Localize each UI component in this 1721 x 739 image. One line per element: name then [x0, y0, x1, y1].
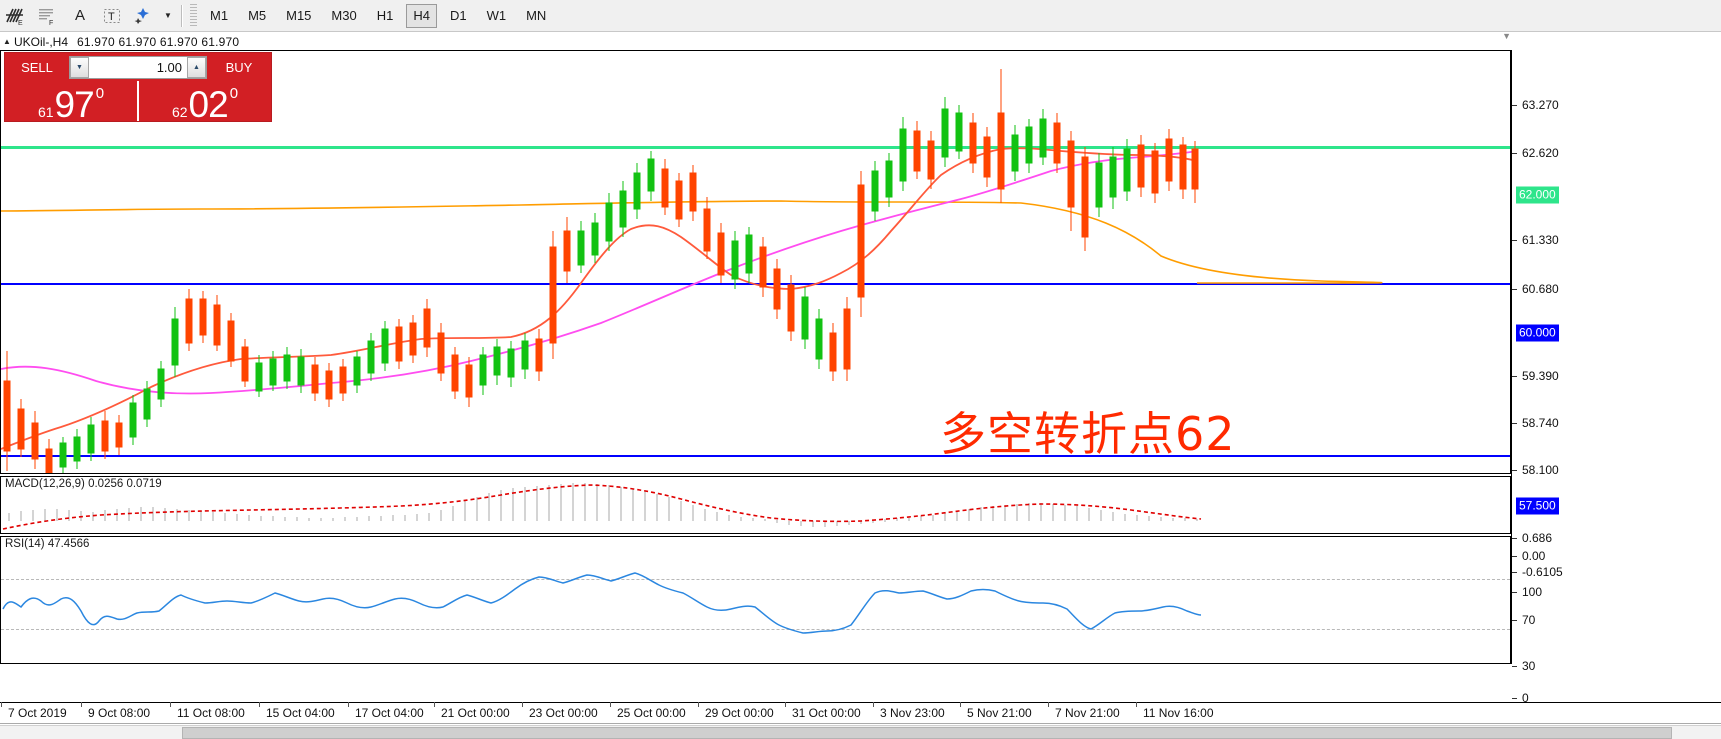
indicators-icon[interactable]: F [32, 1, 64, 31]
time-tick-0: 7 Oct 2019 [1, 702, 67, 720]
horizontal-scrollbar[interactable] [0, 725, 1721, 739]
rsi-level-30 [1, 629, 1510, 630]
macd-tick-zero: 0.00 [1512, 549, 1545, 563]
svg-text:F: F [49, 20, 53, 26]
expert-advisors-icon[interactable]: E [0, 1, 32, 31]
timeframe-w1[interactable]: W1 [486, 8, 507, 23]
buy-price-integer: 62 [171, 104, 188, 120]
rsi-tick-70: 70 [1512, 613, 1535, 627]
time-tick-1: 9 Oct 08:00 [80, 702, 151, 720]
time-tick-7: 25 Oct 00:00 [610, 702, 686, 720]
sell-price-display[interactable]: 61 97 0 [5, 81, 137, 121]
toolbar-separator [181, 4, 183, 27]
chart-area[interactable]: MACD(12,26,9) 0.0256 0.0719 [0, 50, 1721, 705]
price-scale[interactable]: 63.270 62.620 62.000 61.330 60.680 60.00… [1511, 50, 1721, 705]
timeframe-mn[interactable]: MN [526, 8, 547, 23]
price-tick-63270: 63.270 [1512, 98, 1559, 112]
price-tick-59390: 59.390 [1512, 369, 1559, 383]
time-tick-2: 11 Oct 08:00 [170, 702, 245, 720]
price-tick-61330: 61.330 [1512, 233, 1559, 247]
time-axis[interactable]: 7 Oct 2019 9 Oct 08:00 11 Oct 08:00 15 O… [0, 702, 1721, 724]
level-line-57-5 [1, 455, 1510, 457]
time-tick-12: 7 Nov 21:00 [1048, 702, 1120, 720]
timeframe-d1[interactable]: D1 [449, 8, 467, 23]
text-box-icon[interactable]: T [96, 1, 128, 31]
main-toolbar: E F A T ▼ [0, 0, 1721, 32]
sell-button[interactable]: SELL [8, 55, 66, 79]
chart-annotation-text: 多空转折点62 [940, 407, 1236, 461]
one-click-trading-panel[interactable]: SELL ▼ 1.00 ▲ BUY 61 97 0 62 02 0 [4, 52, 272, 122]
objects-icon[interactable] [128, 1, 160, 31]
timeframe-m30[interactable]: M30 [331, 8, 357, 23]
timeframe-m5[interactable]: M5 [248, 8, 267, 23]
scrollbar-thumb[interactable] [182, 727, 1672, 739]
rsi-tick-100: 100 [1512, 585, 1542, 599]
sell-price-main: 97 [54, 84, 95, 121]
price-tick-60680: 60.680 [1512, 282, 1559, 296]
trade-panel-header: SELL ▼ 1.00 ▲ BUY [5, 53, 271, 81]
price-tick-62620: 62.620 [1512, 146, 1559, 160]
time-tick-9: 31 Oct 00:00 [785, 702, 861, 720]
svg-text:T: T [108, 11, 115, 23]
rsi-level-70 [1, 579, 1510, 580]
ohlc-readout: 61.970 61.970 61.970 61.970 [77, 34, 240, 49]
timeframe-h1[interactable]: H1 [376, 8, 394, 23]
rsi-label: RSI(14) 47.4566 [5, 538, 90, 550]
price-tick-58740: 58.740 [1512, 416, 1559, 430]
time-tick-6: 23 Oct 00:00 [522, 702, 598, 720]
time-tick-3: 15 Oct 04:00 [259, 702, 335, 720]
symbol-name-label: UKOil-,H4 [14, 34, 69, 49]
sell-price-fraction: 0 [95, 85, 105, 102]
rsi-plot [2, 572, 1202, 634]
time-tick-8: 29 Oct 00:00 [698, 702, 774, 720]
price-candles-layer [1, 69, 1383, 473]
volume-increment-icon[interactable]: ▲ [187, 56, 206, 78]
buy-button[interactable]: BUY [210, 55, 268, 79]
svg-text:E: E [18, 20, 23, 26]
text-label-icon[interactable]: A [74, 7, 85, 24]
rsi-tick-30: 30 [1512, 659, 1535, 673]
timeframe-m1[interactable]: M1 [210, 8, 229, 23]
objects-dropdown-caret-icon[interactable]: ▼ [164, 11, 172, 20]
volume-input[interactable]: 1.00 [89, 56, 187, 78]
price-tick-60000-highlight: 60.000 [1512, 324, 1559, 342]
symbol-info-bar: ▲ UKOil-,H4 61.970 61.970 61.970 61.970 … [0, 31, 1721, 50]
time-tick-13: 11 Nov 16:00 [1136, 702, 1214, 720]
bid-level-line-62 [1, 146, 1510, 149]
price-tick-58100: 58.100 [1512, 463, 1559, 477]
macd-plot [2, 483, 1202, 530]
macd-tick-upper: 0.686 [1512, 531, 1552, 545]
volume-stepper[interactable]: ▼ 1.00 ▲ [69, 55, 207, 79]
volume-decrement-icon[interactable]: ▼ [70, 56, 89, 78]
time-tick-11: 5 Nov 21:00 [960, 702, 1032, 720]
collapse-triangle-icon[interactable]: ▲ [3, 37, 11, 46]
time-tick-5: 21 Oct 00:00 [434, 702, 510, 720]
timeframe-m15[interactable]: M15 [286, 8, 312, 23]
macd-label: MACD(12,26,9) 0.0256 0.0719 [5, 478, 162, 490]
toolbar-grip[interactable] [190, 3, 197, 28]
macd-tick-lower: -0.6105 [1512, 565, 1563, 579]
timeframe-h4[interactable]: H4 [406, 3, 437, 28]
price-tick-57500-highlight: 57.500 [1512, 497, 1559, 515]
trade-panel-prices: 61 97 0 62 02 0 [5, 81, 271, 121]
rsi-pane[interactable]: RSI(14) 47.4566 [0, 536, 1511, 664]
price-tick-62000-highlight: 62.000 [1512, 186, 1559, 204]
buy-price-fraction: 0 [229, 85, 239, 102]
panel-collapse-arrow-icon[interactable]: ▼ [1502, 31, 1511, 41]
time-tick-10: 3 Nov 23:00 [873, 702, 945, 720]
buy-price-main: 02 [188, 84, 229, 121]
time-tick-4: 17 Oct 04:00 [348, 702, 424, 720]
sell-price-integer: 61 [37, 104, 54, 120]
rsi-tick-0: 0 [1512, 691, 1529, 705]
buy-price-display[interactable]: 62 02 0 [137, 81, 271, 121]
macd-pane[interactable]: MACD(12,26,9) 0.0256 0.0719 [0, 476, 1511, 534]
